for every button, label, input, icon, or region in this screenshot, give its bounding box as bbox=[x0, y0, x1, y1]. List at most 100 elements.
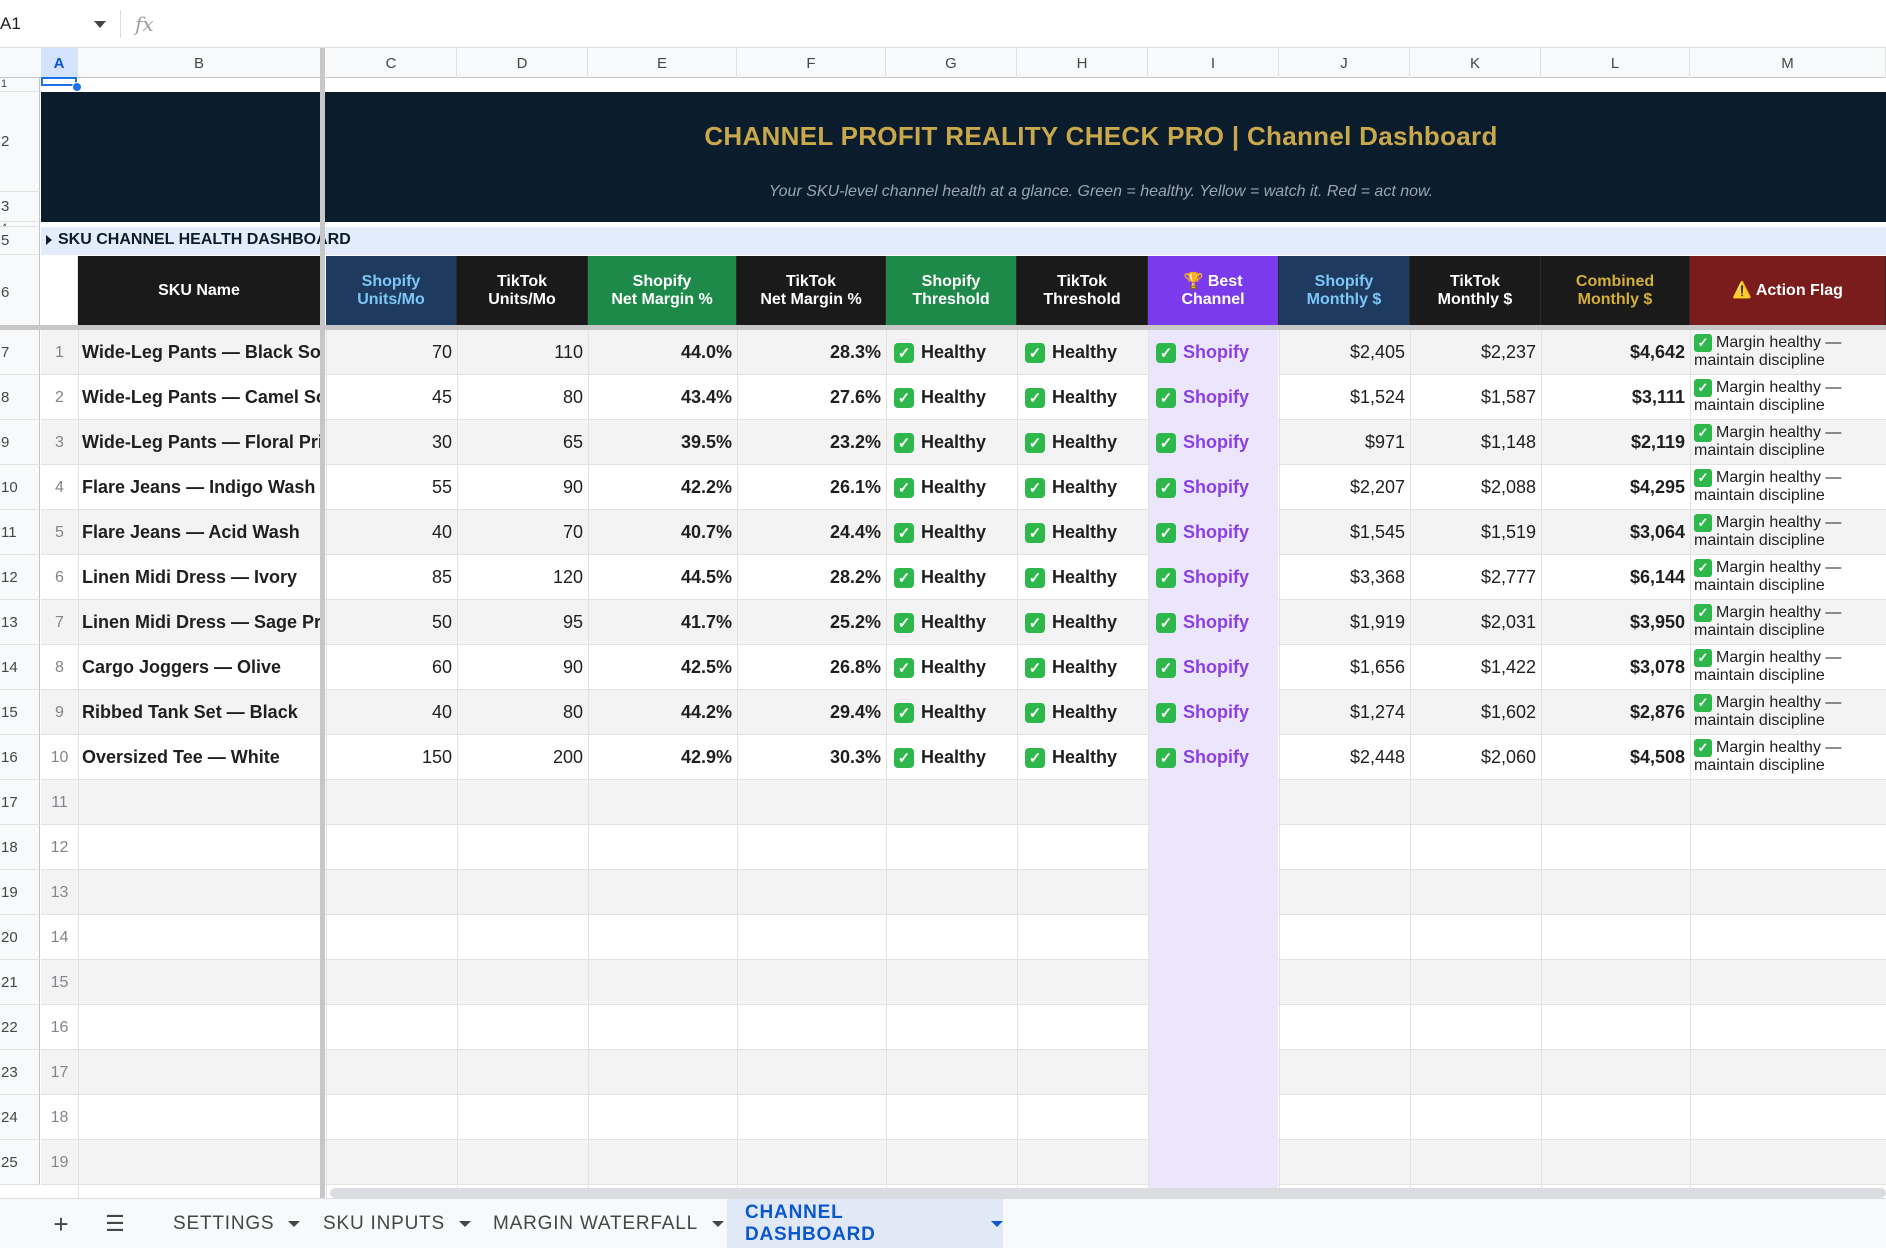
shopify-margin-cell[interactable]: 43.4% bbox=[680, 387, 732, 407]
chevron-down-icon[interactable] bbox=[991, 1221, 1003, 1227]
header-tiktok-units[interactable]: TikTok Units/Mo bbox=[457, 256, 588, 326]
table-row[interactable] bbox=[41, 555, 1886, 600]
column-header-a[interactable]: A bbox=[41, 48, 78, 78]
row-index[interactable]: 14 bbox=[50, 928, 69, 946]
action-flag-cell[interactable]: ✓ Margin healthy — maintain discipline bbox=[1690, 735, 1886, 780]
table-row[interactable] bbox=[41, 1095, 1886, 1140]
action-flag-cell[interactable]: ✓ Margin healthy — maintain discipline bbox=[1690, 600, 1886, 645]
tiktok-threshold-cell[interactable]: ✓ Healthy bbox=[1017, 600, 1148, 645]
action-flag-cell[interactable]: ✓ Margin healthy — maintain discipline bbox=[1690, 375, 1886, 420]
row-header-23[interactable]: 23 bbox=[0, 1050, 40, 1095]
header-shopify-monthly[interactable]: Shopify Monthly $ bbox=[1279, 256, 1410, 326]
shopify-monthly-cell[interactable]: $2,405 bbox=[1349, 342, 1405, 362]
column-header-g[interactable]: G bbox=[886, 48, 1017, 78]
action-flag-cell[interactable]: ✓ Margin healthy — maintain discipline bbox=[1690, 555, 1886, 600]
table-row[interactable] bbox=[41, 330, 1886, 375]
action-flag-cell[interactable]: ✓ Margin healthy — maintain discipline bbox=[1690, 510, 1886, 555]
combined-monthly-cell[interactable]: $3,950 bbox=[1629, 612, 1685, 632]
tiktok-margin-cell[interactable]: 30.3% bbox=[829, 747, 881, 767]
row-index[interactable]: 11 bbox=[51, 793, 68, 811]
sku-name-cell[interactable]: Wide-Leg Pants — Black Sol bbox=[82, 342, 321, 362]
row-header-18[interactable]: 18 bbox=[0, 825, 40, 870]
shopify-margin-cell[interactable]: 44.5% bbox=[680, 567, 732, 587]
row-header-10[interactable]: 10 bbox=[0, 465, 40, 510]
combined-monthly-cell[interactable]: $4,508 bbox=[1629, 747, 1685, 767]
action-flag-cell[interactable]: ✓ Margin healthy — maintain discipline bbox=[1690, 330, 1886, 375]
shopify-monthly-cell[interactable]: $1,919 bbox=[1349, 612, 1405, 632]
tab-settings[interactable]: SETTINGS bbox=[155, 1199, 305, 1248]
action-flag-cell[interactable]: ✓ Margin healthy — maintain discipline bbox=[1690, 645, 1886, 690]
header-action-flag[interactable]: ⚠️ Action Flag bbox=[1690, 256, 1886, 326]
tab-channel-dashboard[interactable]: CHANNEL DASHBOARD bbox=[727, 1199, 1003, 1248]
row-index[interactable]: 18 bbox=[50, 1108, 69, 1126]
row-index[interactable]: 1 bbox=[55, 343, 64, 361]
row-index[interactable]: 5 bbox=[55, 523, 64, 541]
shopify-threshold-cell[interactable]: ✓ Healthy bbox=[886, 420, 1017, 465]
row-header-14[interactable]: 14 bbox=[0, 645, 40, 690]
best-channel-cell[interactable]: ✓ Shopify bbox=[1148, 510, 1279, 555]
best-channel-cell[interactable]: ✓ Shopify bbox=[1148, 555, 1279, 600]
selected-cell-a1[interactable] bbox=[41, 77, 77, 86]
tiktok-monthly-cell[interactable]: $2,237 bbox=[1480, 342, 1536, 362]
row-index[interactable]: 2 bbox=[55, 388, 64, 406]
row-header-17[interactable]: 17 bbox=[0, 780, 40, 825]
combined-monthly-cell[interactable]: $2,119 bbox=[1630, 432, 1685, 452]
tiktok-units-cell[interactable]: 90 bbox=[562, 477, 583, 497]
tiktok-monthly-cell[interactable]: $1,602 bbox=[1480, 702, 1536, 722]
combined-monthly-cell[interactable]: $6,144 bbox=[1629, 567, 1685, 587]
table-row[interactable] bbox=[41, 1005, 1886, 1050]
column-header-f[interactable]: F bbox=[737, 48, 886, 78]
shopify-units-cell[interactable]: 45 bbox=[431, 387, 452, 407]
row-index[interactable]: 4 bbox=[55, 478, 64, 496]
all-sheets-menu-icon[interactable]: ☰ bbox=[105, 1211, 125, 1236]
shopify-units-cell[interactable]: 55 bbox=[431, 477, 452, 497]
row-header-4[interactable]: 4 bbox=[0, 222, 40, 227]
section-title[interactable]: SKU CHANNEL HEALTH DASHBOARD bbox=[46, 226, 351, 254]
add-sheet-icon[interactable]: + bbox=[53, 1208, 69, 1239]
shopify-monthly-cell[interactable]: $1,545 bbox=[1349, 522, 1405, 542]
row-header-6[interactable]: 6 bbox=[0, 255, 40, 330]
table-row[interactable] bbox=[41, 420, 1886, 465]
shopify-margin-cell[interactable]: 44.0% bbox=[680, 342, 732, 362]
row-index[interactable]: 13 bbox=[50, 883, 69, 901]
tiktok-monthly-cell[interactable]: $2,031 bbox=[1480, 612, 1536, 632]
caret-right-icon[interactable] bbox=[46, 235, 52, 245]
shopify-margin-cell[interactable]: 39.5% bbox=[680, 432, 732, 452]
shopify-units-cell[interactable]: 50 bbox=[431, 612, 452, 632]
tiktok-margin-cell[interactable]: 29.4% bbox=[829, 702, 881, 722]
shopify-monthly-cell[interactable]: $1,656 bbox=[1349, 657, 1405, 677]
table-row[interactable] bbox=[41, 375, 1886, 420]
chevron-down-icon[interactable] bbox=[288, 1221, 301, 1227]
combined-monthly-cell[interactable]: $4,642 bbox=[1629, 342, 1685, 362]
shopify-threshold-cell[interactable]: ✓ Healthy bbox=[886, 690, 1017, 735]
table-row[interactable] bbox=[41, 600, 1886, 645]
tiktok-monthly-cell[interactable]: $1,587 bbox=[1480, 387, 1536, 407]
row-header-21[interactable]: 21 bbox=[0, 960, 40, 1005]
sku-name-cell[interactable]: Wide-Leg Pants — Floral Pri bbox=[82, 432, 321, 452]
table-row[interactable] bbox=[41, 465, 1886, 510]
shopify-units-cell[interactable]: 30 bbox=[431, 432, 452, 452]
row-index[interactable]: 12 bbox=[50, 838, 69, 856]
tiktok-units-cell[interactable]: 120 bbox=[552, 567, 583, 587]
row-index[interactable]: 6 bbox=[55, 568, 64, 586]
chevron-down-icon[interactable] bbox=[459, 1221, 472, 1227]
row-header-24[interactable]: 24 bbox=[0, 1095, 40, 1140]
shopify-threshold-cell[interactable]: ✓ Healthy bbox=[886, 330, 1017, 375]
tiktok-threshold-cell[interactable]: ✓ Healthy bbox=[1017, 645, 1148, 690]
tiktok-threshold-cell[interactable]: ✓ Healthy bbox=[1017, 420, 1148, 465]
sku-name-cell[interactable]: Flare Jeans — Indigo Wash bbox=[82, 477, 316, 497]
row-index[interactable]: 8 bbox=[55, 658, 64, 676]
shopify-margin-cell[interactable]: 40.7% bbox=[680, 522, 732, 542]
column-header-e[interactable]: E bbox=[588, 48, 737, 78]
column-header-l[interactable]: L bbox=[1541, 48, 1690, 78]
row-index[interactable]: 16 bbox=[50, 1018, 69, 1036]
header-best-channel[interactable]: 🏆 Best Channel bbox=[1148, 256, 1279, 326]
column-header-h[interactable]: H bbox=[1017, 48, 1148, 78]
best-channel-cell[interactable]: ✓ Shopify bbox=[1148, 330, 1279, 375]
row-header-9[interactable]: 9 bbox=[0, 420, 40, 465]
sku-name-cell[interactable]: Flare Jeans — Acid Wash bbox=[82, 522, 300, 542]
shopify-units-cell[interactable]: 40 bbox=[431, 522, 452, 542]
shopify-units-cell[interactable]: 40 bbox=[431, 702, 452, 722]
header-shopify-margin[interactable]: Shopify Net Margin % bbox=[588, 256, 737, 326]
